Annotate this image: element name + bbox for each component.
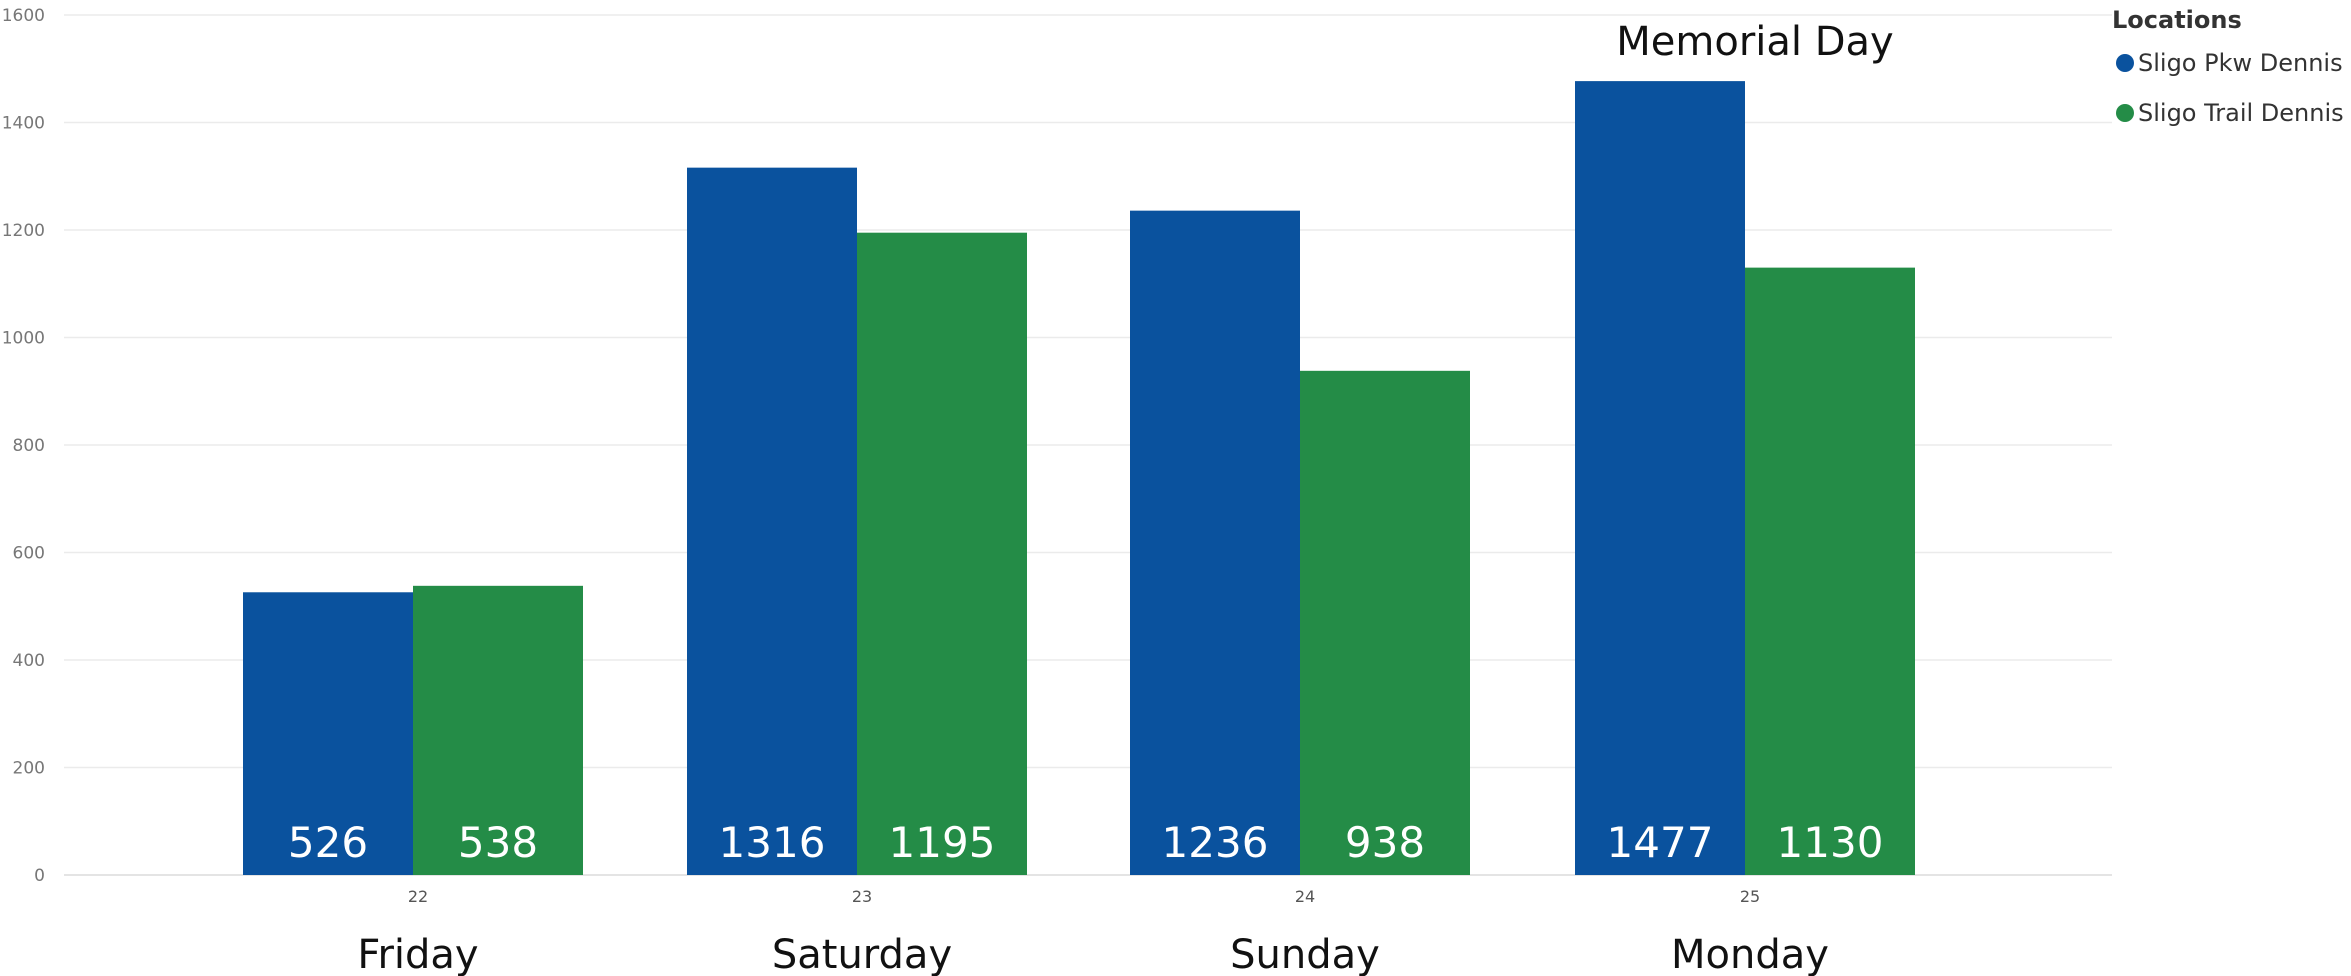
legend: Locations Sligo Pkw Dennis Sligo Trail Den… [2112, 6, 2344, 127]
bars: 526 538 1316 1195 1236 938 1477 1130 [243, 81, 1915, 876]
day-label: Monday [1671, 932, 1829, 976]
x-tick-label: 25 [1740, 887, 1760, 906]
legend-entry-label: Sligo Pkw Dennis [2138, 49, 2343, 77]
x-axis: 22 Friday 23 Saturday 24 Sunday 25 Monday [357, 887, 1829, 976]
legend-marker [2116, 54, 2134, 72]
annotation: Memorial Day [1616, 19, 1893, 65]
bar-value-label: 1316 [719, 818, 826, 867]
x-tick-label: 22 [408, 887, 428, 906]
bar [1300, 370, 1470, 875]
day-label: Saturday [772, 932, 952, 976]
y-tick-label: 1400 [2, 114, 45, 134]
bar-value-label: 1477 [1607, 818, 1714, 867]
y-axis: 0 200 400 600 800 1000 1200 1400 1600 [2, 6, 45, 886]
x-tick-label: 24 [1295, 887, 1315, 906]
y-tick-label: 1600 [2, 6, 45, 26]
bar-value-label: 938 [1345, 818, 1425, 867]
bar-value-label: 538 [458, 818, 538, 867]
legend-entry-label: Sligo Trail Dennis [2138, 99, 2344, 127]
y-tick-label: 0 [34, 866, 45, 886]
bar [687, 167, 857, 875]
bar [1745, 267, 1915, 875]
bar-value-label: 1130 [1777, 818, 1884, 867]
y-tick-label: 400 [13, 651, 45, 671]
day-label: Sunday [1230, 932, 1380, 976]
bar [1130, 210, 1300, 875]
legend-title: Locations [2112, 6, 2242, 34]
bar [857, 232, 1027, 875]
y-tick-label: 200 [13, 759, 45, 779]
bar-value-label: 1195 [889, 818, 996, 867]
bar [1575, 81, 1745, 876]
x-tick-label: 23 [852, 887, 872, 906]
bar [413, 585, 583, 875]
y-tick-label: 600 [13, 544, 45, 564]
day-label: Friday [357, 932, 478, 976]
legend-marker [2116, 104, 2134, 122]
y-tick-label: 800 [13, 436, 45, 456]
bar-value-label: 1236 [1162, 818, 1269, 867]
bar [243, 592, 413, 875]
annotation-label: Memorial Day [1616, 19, 1893, 65]
bar-value-label: 526 [288, 818, 368, 867]
y-tick-label: 1200 [2, 221, 45, 241]
y-tick-label: 1000 [2, 329, 45, 349]
